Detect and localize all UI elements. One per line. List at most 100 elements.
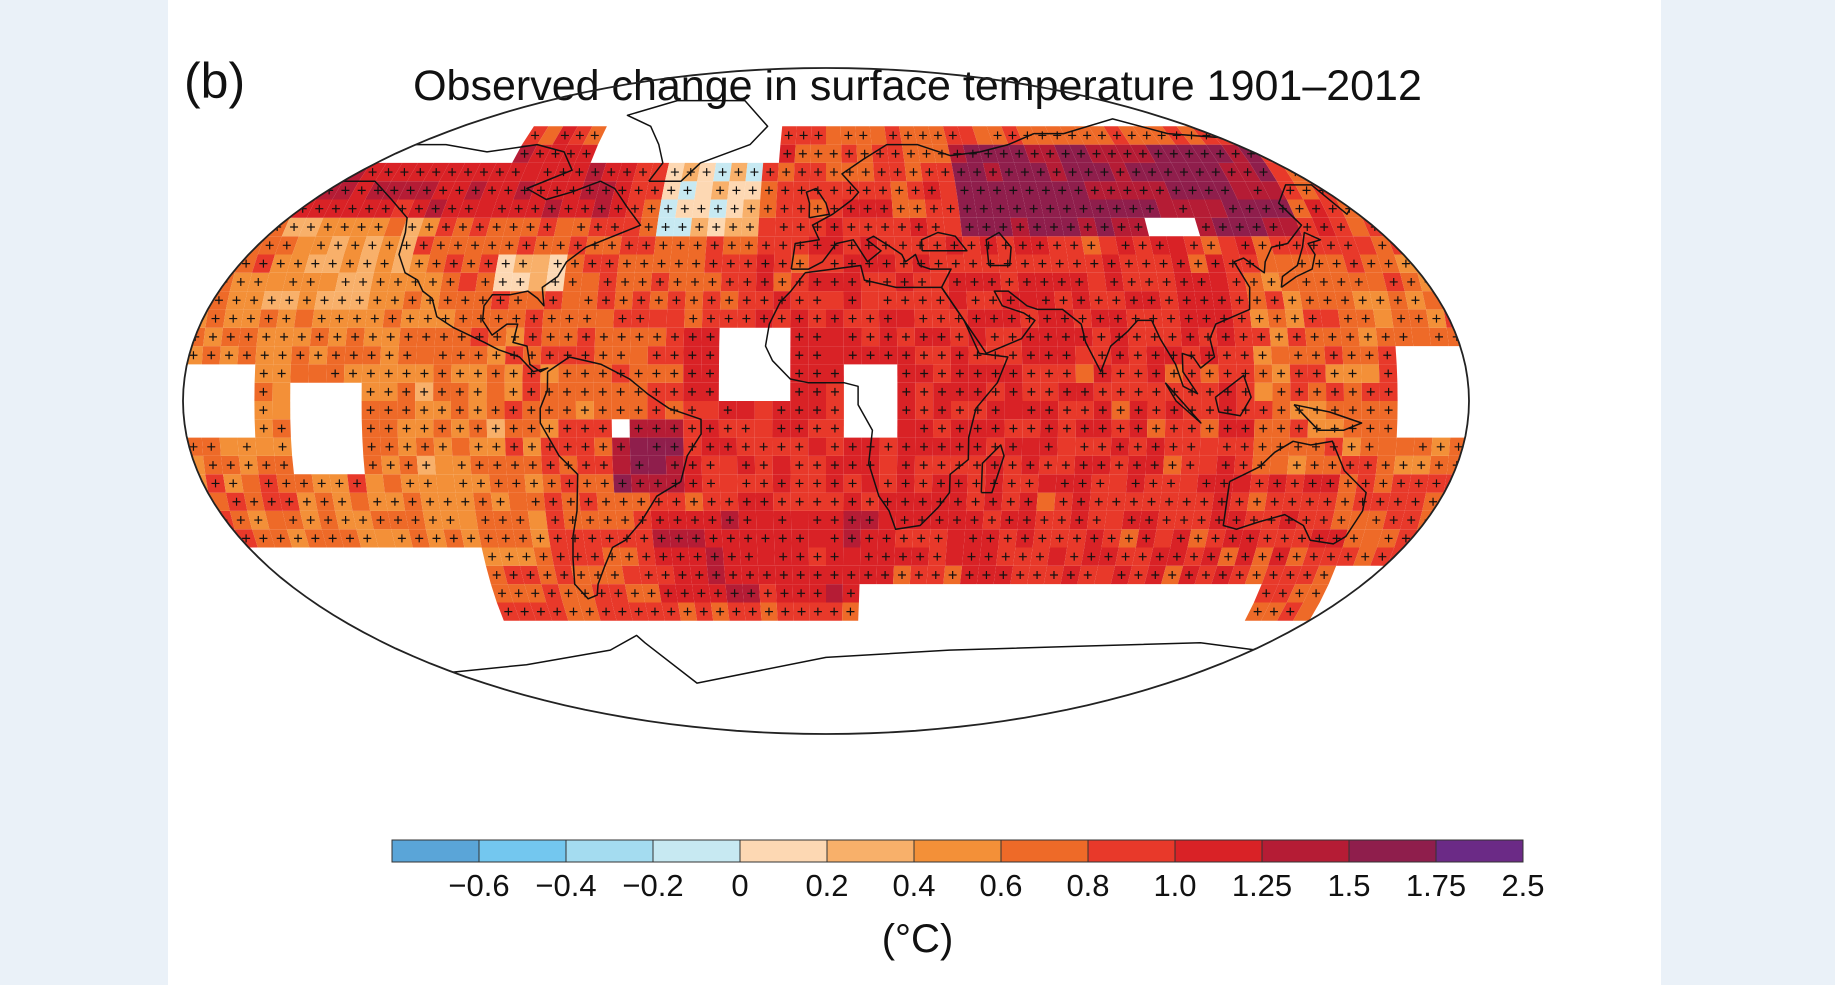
significance-plus: [333, 332, 342, 341]
significance-plus: [385, 442, 394, 451]
significance-plus: [1294, 369, 1303, 378]
significance-plus: [471, 186, 480, 195]
significance-plus: [317, 479, 326, 488]
significance-plus: [289, 277, 298, 286]
significance-plus: [1258, 552, 1267, 561]
significance-plus: [1330, 424, 1339, 433]
significance-plus: [422, 461, 431, 470]
significance-plus: [795, 314, 804, 323]
grid-cell: [308, 364, 327, 383]
significance-plus: [1310, 332, 1319, 341]
significance-plus: [406, 314, 415, 323]
significance-plus: [368, 461, 377, 470]
significance-plus: [1252, 223, 1261, 232]
significance-plus: [547, 479, 556, 488]
significance-plus: [1026, 461, 1035, 470]
significance-plus: [408, 497, 417, 506]
significance-plus: [471, 241, 480, 250]
significance-plus: [341, 277, 350, 286]
significance-plus: [991, 406, 1000, 415]
colorbar-swatch: [1087, 839, 1176, 863]
significance-plus: [491, 406, 500, 415]
significance-plus: [317, 241, 326, 250]
significance-plus: [320, 168, 329, 177]
significance-plus: [1298, 534, 1307, 543]
significance-plus: [1182, 497, 1191, 506]
significance-plus: [914, 570, 923, 579]
significance-plus: [1134, 424, 1143, 433]
significance-plus: [553, 259, 562, 268]
significance-plus: [1277, 369, 1286, 378]
significance-plus: [494, 314, 503, 323]
significance-plus: [278, 442, 287, 451]
significance-plus: [881, 223, 890, 232]
significance-plus: [1241, 387, 1250, 396]
grid-cell: [457, 510, 479, 530]
significance-plus: [1363, 461, 1372, 470]
significance-plus: [1221, 461, 1230, 470]
significance-plus: [1381, 461, 1390, 470]
significance-plus: [1215, 516, 1224, 525]
significance-plus: [345, 259, 354, 268]
significance-plus: [598, 387, 607, 396]
colorbar-tick-label: 1.5: [1327, 868, 1371, 903]
significance-plus: [1227, 168, 1236, 177]
significance-plus: [331, 204, 340, 213]
significance-plus: [1243, 168, 1252, 177]
significance-plus: [582, 332, 591, 341]
significance-plus: [676, 552, 685, 561]
significance-plus: [1432, 479, 1441, 488]
significance-plus: [900, 516, 909, 525]
significance-plus: [539, 241, 548, 250]
significance-plus: [845, 149, 854, 158]
significance-plus: [439, 332, 448, 341]
significance-plus: [1170, 369, 1179, 378]
significance-plus: [1442, 277, 1451, 286]
significance-plus: [693, 241, 702, 250]
significance-plus: [848, 497, 857, 506]
unit-label: (°C): [881, 917, 954, 961]
significance-plus: [1429, 241, 1438, 250]
significance-plus: [795, 479, 804, 488]
significance-plus: [1337, 516, 1346, 525]
grid-cell: [1018, 291, 1038, 310]
significance-plus: [1188, 406, 1197, 415]
grid-cell: [808, 254, 826, 273]
significance-plus: [671, 479, 680, 488]
grid-cell: [233, 181, 263, 200]
significance-plus: [795, 277, 804, 286]
significance-plus: [575, 168, 584, 177]
significance-plus: [345, 534, 354, 543]
significance-plus: [406, 186, 415, 195]
significance-plus: [1070, 241, 1079, 250]
significance-plus: [282, 479, 291, 488]
significance-plus: [536, 186, 545, 195]
significance-plus: [670, 461, 679, 470]
significance-plus: [796, 223, 805, 232]
significance-plus: [1062, 369, 1071, 378]
globe-outline: [182, 67, 1470, 735]
grid-cell: [278, 162, 309, 182]
significance-plus: [1247, 131, 1256, 140]
grid-cell: [1278, 126, 1313, 145]
significance-plus: [276, 534, 285, 543]
significance-plus: [796, 552, 805, 561]
grid-cell: [826, 327, 844, 347]
significance-plus: [848, 479, 857, 488]
colorbar-tick-label: 1.75: [1405, 868, 1467, 903]
significance-plus: [1098, 406, 1107, 415]
significance-plus: [1407, 277, 1416, 286]
significance-plus: [830, 369, 839, 378]
significance-plus: [813, 497, 822, 506]
significance-plus: [588, 534, 597, 543]
significance-plus: [650, 186, 659, 195]
significance-plus: [917, 259, 926, 268]
significance-plus: [1384, 387, 1393, 396]
significance-plus: [1288, 497, 1297, 506]
significance-plus: [236, 516, 245, 525]
significance-plus: [1172, 552, 1181, 561]
significance-plus: [324, 516, 333, 525]
grid-cell: [1359, 162, 1390, 182]
significance-plus: [1138, 552, 1147, 561]
significance-plus: [946, 204, 955, 213]
